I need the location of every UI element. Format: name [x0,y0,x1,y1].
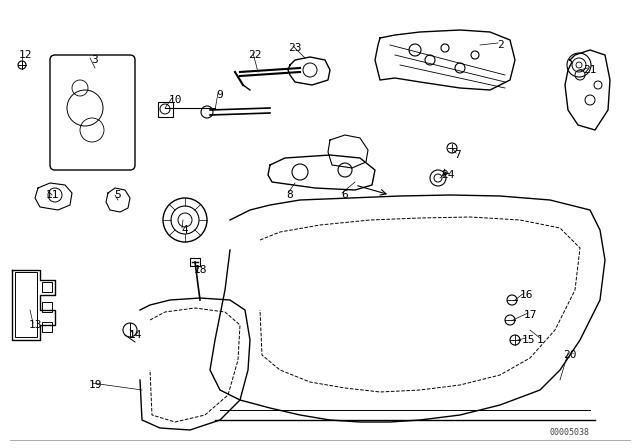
Text: 22: 22 [248,50,262,60]
Text: 24: 24 [441,170,455,180]
Bar [15,272,37,337]
Text: 1: 1 [536,335,543,345]
Text: 9: 9 [216,90,223,100]
Text: 23: 23 [288,43,301,53]
Text: 12: 12 [19,50,32,60]
Text: 5: 5 [115,190,122,200]
Text: 14: 14 [128,330,141,340]
Text: 4: 4 [182,225,188,235]
Text: 19: 19 [88,380,102,390]
Text: 6: 6 [342,190,348,200]
Text: 18: 18 [193,265,207,275]
Bar [190,258,200,266]
Text: 00005038: 00005038 [550,427,590,436]
Text: 20: 20 [563,350,577,360]
Text: 16: 16 [519,290,532,300]
Text: 21: 21 [583,65,596,75]
Text: 13: 13 [28,320,42,330]
Text: 15: 15 [521,335,535,345]
Text: 8: 8 [287,190,293,200]
Text: 10: 10 [168,95,182,105]
Text: 2: 2 [497,40,504,50]
Bar [42,302,52,312]
Text: 17: 17 [524,310,537,320]
Text: 7: 7 [454,150,461,160]
Bar [158,102,173,117]
Text: 3: 3 [92,55,99,65]
Bar [42,322,52,332]
Text: 11: 11 [45,190,59,200]
Bar [42,282,52,292]
